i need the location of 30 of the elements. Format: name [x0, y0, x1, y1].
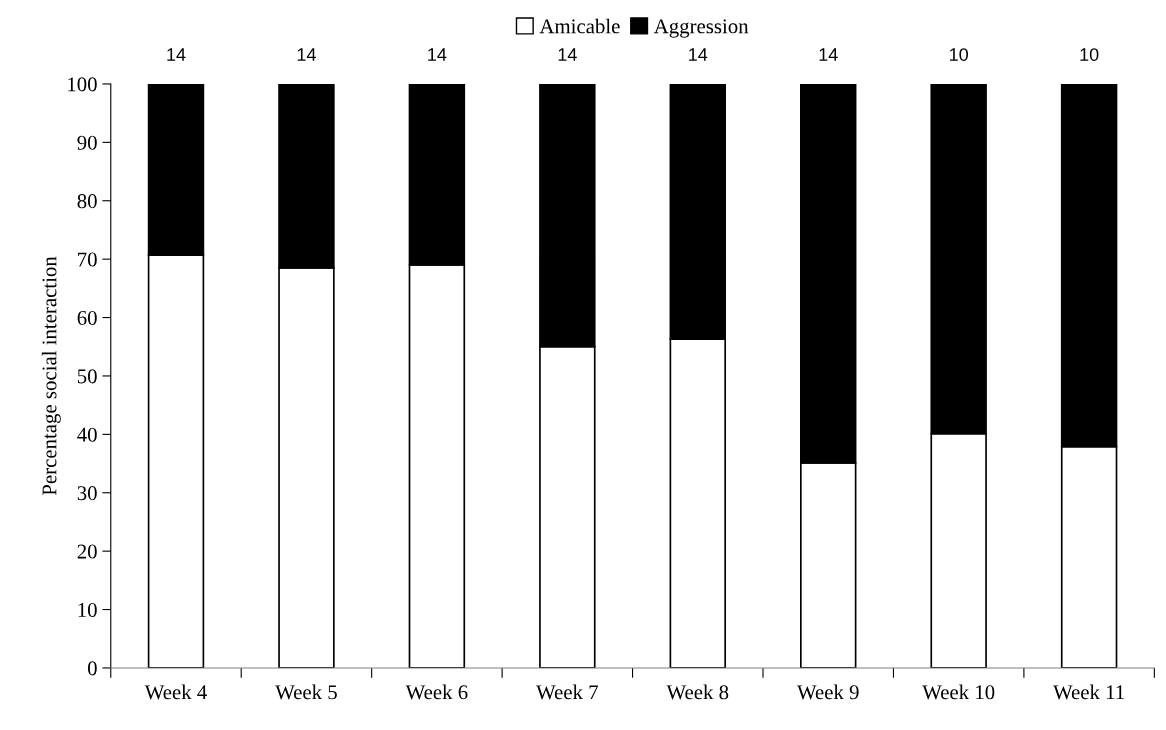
legend-label: Amicable — [539, 18, 620, 34]
annotation: 14 — [558, 48, 577, 61]
y-tick-label: 60 — [77, 310, 97, 325]
x-tick-label: Week 11 — [1053, 684, 1124, 700]
y-tick-label: 50 — [77, 369, 97, 384]
y-tick-label: 90 — [77, 135, 97, 150]
annotation: 14 — [428, 48, 447, 61]
y-tick-label: 40 — [77, 427, 97, 442]
annotation: 14 — [297, 48, 316, 61]
y-tick-label: 80 — [77, 194, 97, 209]
legend-label: Aggression — [653, 19, 749, 38]
annotation: 10 — [950, 48, 969, 61]
x-tick-label: Week 5 — [275, 684, 337, 700]
y-tick-label: 100 — [68, 77, 97, 92]
y-tick-label: 30 — [77, 486, 97, 501]
y-tick-label: 70 — [78, 252, 97, 267]
x-tick-label: Week 10 — [922, 684, 995, 700]
y-tick-label: 10 — [78, 602, 97, 617]
annotation: 10 — [1080, 48, 1099, 61]
annotation: 14 — [167, 48, 186, 61]
x-tick-label: Week 6 — [405, 684, 468, 700]
x-tick-label: Week 9 — [796, 684, 859, 700]
x-tick-label: Week 7 — [536, 684, 598, 700]
y-axis-title: Percentage social interaction — [41, 256, 61, 496]
y-tick-label: 20 — [77, 544, 97, 559]
annotation: 14 — [689, 48, 708, 61]
y-tick-label: 0 — [87, 661, 97, 676]
x-tick-label: Week 4 — [144, 684, 207, 700]
x-tick-label: Week 8 — [666, 684, 729, 700]
annotation: 14 — [819, 48, 838, 61]
